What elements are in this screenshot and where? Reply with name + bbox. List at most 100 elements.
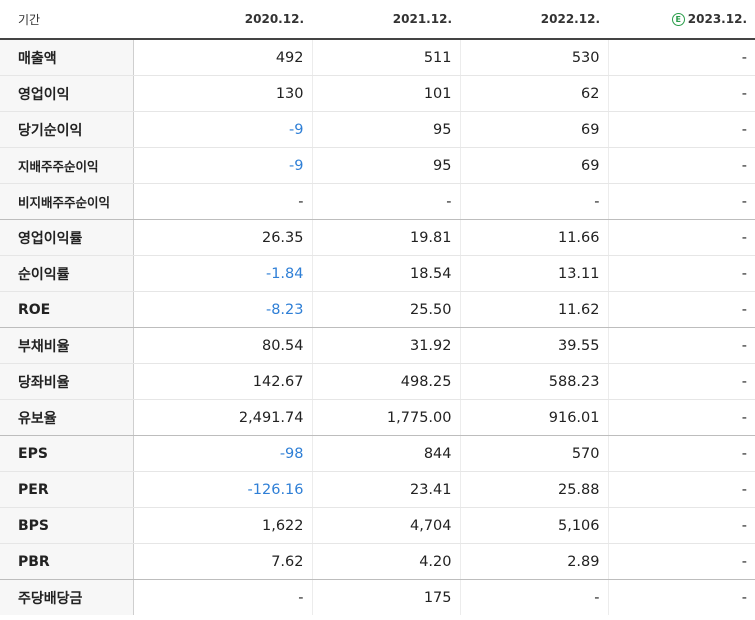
cell-value: 1,622 (132, 507, 312, 544)
cell-value: 95 (311, 147, 460, 184)
period-header-2022: 2022.12. (460, 0, 608, 40)
table-row: 영업이익률 26.35 19.81 11.66 - (0, 219, 755, 256)
cell-value: 69 (459, 111, 608, 148)
header-row: 기간 2020.12. 2021.12. 2022.12. E 2023.12. (0, 0, 755, 40)
cell-value-negative: -9 (132, 147, 312, 184)
cell-value: - (607, 75, 755, 112)
table-row: 당기순이익 -9 95 69 - (0, 111, 755, 148)
estimate-icon: E (671, 13, 685, 26)
table-row: EPS -98 844 570 - (0, 435, 755, 472)
cell-value: - (607, 507, 755, 544)
cell-value: 130 (132, 75, 312, 112)
table-row: 순이익률 -1.84 18.54 13.11 - (0, 255, 755, 292)
cell-value: 18.54 (311, 255, 460, 292)
cell-value: 13.11 (459, 255, 608, 292)
table-row: PBR 7.62 4.20 2.89 - (0, 543, 755, 580)
cell-value: 39.55 (459, 327, 608, 364)
cell-value: 498.25 (311, 363, 460, 400)
row-label: 유보율 (0, 399, 134, 436)
row-label: 당기순이익 (0, 111, 134, 148)
cell-value: - (607, 219, 755, 256)
cell-value: 23.41 (311, 471, 460, 508)
cell-value: - (607, 183, 755, 220)
cell-value: 844 (311, 435, 460, 472)
cell-value: 4.20 (311, 543, 460, 580)
cell-value: 26.35 (132, 219, 312, 256)
cell-value: - (607, 471, 755, 508)
period-header-label: 기간 (0, 0, 133, 40)
cell-value-negative: -98 (132, 435, 312, 472)
table-row: 주당배당금 - 175 - - (0, 579, 755, 615)
cell-value: 588.23 (459, 363, 608, 400)
row-label: 부채비율 (0, 327, 134, 364)
cell-value: 101 (311, 75, 460, 112)
row-label: PER (0, 471, 134, 508)
cell-value: 916.01 (459, 399, 608, 436)
cell-value: 25.88 (459, 471, 608, 508)
period-header-2020: 2020.12. (133, 0, 312, 40)
row-label: EPS (0, 435, 134, 472)
cell-value: 95 (311, 111, 460, 148)
cell-value: - (132, 183, 312, 220)
period-header-2023-label: 2023.12. (687, 12, 747, 26)
cell-value: - (459, 579, 608, 615)
cell-value: 19.81 (311, 219, 460, 256)
cell-value: - (311, 183, 460, 220)
cell-value: - (607, 291, 755, 328)
table-row: BPS 1,622 4,704 5,106 - (0, 507, 755, 544)
cell-value: - (607, 147, 755, 184)
period-header-2023-estimate: E 2023.12. (608, 0, 755, 40)
cell-value: - (607, 543, 755, 580)
row-label: 당좌비율 (0, 363, 134, 400)
cell-value-negative: -8.23 (132, 291, 312, 328)
table-row: 영업이익 130 101 62 - (0, 75, 755, 112)
table-row: ROE -8.23 25.50 11.62 - (0, 291, 755, 328)
row-label: 지배주주순이익 (0, 147, 134, 184)
cell-value: 530 (459, 39, 608, 76)
cell-value: 7.62 (132, 543, 312, 580)
cell-value: - (607, 363, 755, 400)
table-row: 부채비율 80.54 31.92 39.55 - (0, 327, 755, 364)
cell-value: 62 (459, 75, 608, 112)
table-row: 유보율 2,491.74 1,775.00 916.01 - (0, 399, 755, 436)
table-row: 당좌비율 142.67 498.25 588.23 - (0, 363, 755, 400)
row-label: ROE (0, 291, 134, 328)
cell-value: 25.50 (311, 291, 460, 328)
cell-value: 511 (311, 39, 460, 76)
cell-value: - (607, 399, 755, 436)
cell-value-negative: -126.16 (132, 471, 312, 508)
cell-value: - (607, 39, 755, 76)
cell-value: 492 (132, 39, 312, 76)
row-label: 매출액 (0, 39, 134, 76)
cell-value: 11.62 (459, 291, 608, 328)
cell-value: 31.92 (311, 327, 460, 364)
row-label: 주당배당금 (0, 579, 134, 615)
cell-value: - (459, 183, 608, 220)
cell-value: 2,491.74 (132, 399, 312, 436)
table-row: 매출액 492 511 530 - (0, 39, 755, 76)
cell-value: 69 (459, 147, 608, 184)
cell-value: 1,775.00 (311, 399, 460, 436)
period-header-2021: 2021.12. (312, 0, 460, 40)
cell-value: 11.66 (459, 219, 608, 256)
cell-value: 570 (459, 435, 608, 472)
cell-value: 5,106 (459, 507, 608, 544)
cell-value: 4,704 (311, 507, 460, 544)
cell-value: - (132, 579, 312, 615)
table-row: PER -126.16 23.41 25.88 - (0, 471, 755, 508)
cell-value: - (607, 255, 755, 292)
cell-value: - (607, 327, 755, 364)
row-label: PBR (0, 543, 134, 580)
row-label: 영업이익 (0, 75, 134, 112)
table-row: 지배주주순이익 -9 95 69 - (0, 147, 755, 184)
cell-value: 80.54 (132, 327, 312, 364)
cell-value: 2.89 (459, 543, 608, 580)
row-label: 순이익률 (0, 255, 134, 292)
row-label: 비지배주주순이익 (0, 183, 134, 220)
row-label: BPS (0, 507, 134, 544)
cell-value: 142.67 (132, 363, 312, 400)
cell-value: - (607, 579, 755, 615)
cell-value: - (607, 111, 755, 148)
cell-value: 175 (311, 579, 460, 615)
